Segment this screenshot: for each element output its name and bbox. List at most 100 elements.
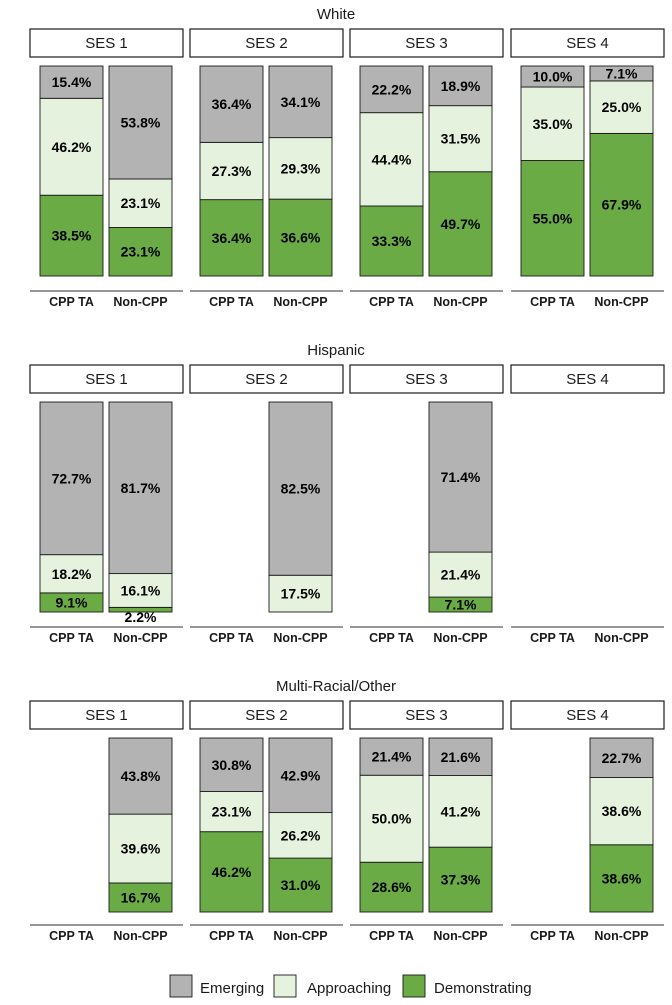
x-tick-label: Non-CPP xyxy=(433,631,487,645)
bar-segment-emerging xyxy=(39,401,104,556)
data-label-approaching: 31.5% xyxy=(441,131,481,147)
bar-segment-emerging xyxy=(268,65,333,139)
bar-segment-approaching xyxy=(108,813,173,884)
facet-strip xyxy=(29,364,184,394)
x-tick-label: CPP TA xyxy=(369,295,414,309)
x-tick-label: CPP TA xyxy=(530,295,575,309)
data-label-approaching: 26.2% xyxy=(281,827,321,843)
data-label-approaching: 16.1% xyxy=(121,582,161,598)
x-tick-label: CPP TA xyxy=(49,295,94,309)
x-tick-label: CPP TA xyxy=(369,929,414,943)
x-tick-label: Non-CPP xyxy=(433,929,487,943)
x-tick-label: Non-CPP xyxy=(433,295,487,309)
x-tick-label: CPP TA xyxy=(369,631,414,645)
legend-key-emerging xyxy=(169,974,193,998)
data-label-emerging: 21.6% xyxy=(441,749,481,765)
data-label-demonstrating: 36.4% xyxy=(212,230,252,246)
data-label-demonstrating: 37.3% xyxy=(441,872,481,888)
bar-segment-demonstrating xyxy=(199,831,264,913)
facet-strip-label: SES 1 xyxy=(85,371,128,388)
legend-label-demonstrating: Demonstrating xyxy=(434,980,532,997)
x-tick-label: CPP TA xyxy=(209,631,254,645)
data-label-approaching: 41.2% xyxy=(441,803,481,819)
facet-strip xyxy=(189,28,344,58)
bar-segment-demonstrating xyxy=(589,844,654,913)
facet-strip-label: SES 3 xyxy=(405,371,448,388)
facet-strip xyxy=(29,28,184,58)
data-label-approaching: 27.3% xyxy=(212,163,252,179)
x-tick-label: Non-CPP xyxy=(113,631,167,645)
data-label-approaching: 38.6% xyxy=(602,803,642,819)
bar-segment-emerging xyxy=(589,65,654,82)
data-label-emerging: 7.1% xyxy=(606,65,638,81)
facet-strip-label: SES 4 xyxy=(566,371,609,388)
legend-label-approaching: Approaching xyxy=(307,980,391,997)
data-label-approaching: 35.0% xyxy=(533,116,573,132)
bar-segment-demonstrating xyxy=(39,194,104,277)
bar-segment-emerging xyxy=(428,65,493,107)
bar-segment-demonstrating xyxy=(199,199,264,277)
data-label-demonstrating: 36.6% xyxy=(281,230,321,246)
x-tick-label: CPP TA xyxy=(209,295,254,309)
facet-strip-label: SES 1 xyxy=(85,707,128,724)
bar-segment-approaching xyxy=(268,812,333,859)
data-label-emerging: 53.8% xyxy=(121,114,161,130)
x-tick-label: Non-CPP xyxy=(273,295,327,309)
x-tick-label: CPP TA xyxy=(530,631,575,645)
facet-strip xyxy=(189,700,344,730)
data-label-emerging: 42.9% xyxy=(281,767,321,783)
data-label-demonstrating: 16.7% xyxy=(121,889,161,905)
data-label-approaching: 50.0% xyxy=(372,811,412,827)
data-label-emerging: 82.5% xyxy=(281,481,321,497)
bar-segment-emerging xyxy=(199,65,264,143)
facet-strip-label: SES 2 xyxy=(245,371,288,388)
bar-segment-emerging xyxy=(359,65,424,114)
section-title-multi-racial-other: Multi-Racial/Other xyxy=(276,678,396,695)
bar-segment-emerging xyxy=(268,401,333,576)
bar-segment-demonstrating xyxy=(268,857,333,913)
data-label-demonstrating: 9.1% xyxy=(56,594,88,610)
bar-segment-emerging xyxy=(428,737,493,776)
section-title-hispanic: Hispanic xyxy=(307,342,365,359)
data-label-demonstrating: 23.1% xyxy=(121,244,161,260)
data-label-demonstrating: 67.9% xyxy=(602,197,642,213)
facet-strip xyxy=(510,700,665,730)
data-label-emerging: 72.7% xyxy=(52,470,92,486)
x-tick-label: CPP TA xyxy=(209,929,254,943)
section-title-white: White xyxy=(317,6,355,23)
bar-segment-approaching xyxy=(359,112,424,207)
data-label-demonstrating: 38.5% xyxy=(52,228,92,244)
bar-segment-approaching xyxy=(268,137,333,200)
facet-strip xyxy=(189,364,344,394)
bar-segment-emerging xyxy=(520,65,585,88)
bar-segment-demonstrating xyxy=(108,227,173,277)
data-label-demonstrating: 7.1% xyxy=(445,597,477,613)
data-label-emerging: 43.8% xyxy=(121,768,161,784)
data-label-approaching: 39.6% xyxy=(121,841,161,857)
data-label-emerging: 81.7% xyxy=(121,480,161,496)
x-tick-label: Non-CPP xyxy=(594,631,648,645)
data-label-approaching: 23.1% xyxy=(121,195,161,211)
facet-strip-label: SES 4 xyxy=(566,35,609,52)
x-tick-label: Non-CPP xyxy=(594,295,648,309)
x-tick-label: CPP TA xyxy=(49,929,94,943)
x-tick-label: CPP TA xyxy=(49,631,94,645)
data-label-demonstrating: 2.2% xyxy=(125,609,157,625)
bar-segment-approaching xyxy=(39,554,104,594)
legend-key-approaching xyxy=(273,974,297,998)
data-label-emerging: 36.4% xyxy=(212,96,252,112)
facet-strip xyxy=(510,364,665,394)
facet-strip xyxy=(349,28,504,58)
facet-strip xyxy=(29,700,184,730)
bar-segment-emerging xyxy=(108,737,173,815)
data-label-demonstrating: 31.0% xyxy=(281,877,321,893)
facet-strip-label: SES 3 xyxy=(405,707,448,724)
bar-segment-emerging xyxy=(199,737,264,792)
facet-strip-label: SES 4 xyxy=(566,707,609,724)
bar-segment-demonstrating xyxy=(428,171,493,277)
bar-segment-approaching xyxy=(108,178,173,228)
facet-strip xyxy=(510,28,665,58)
facet-strip-label: SES 2 xyxy=(245,707,288,724)
bar-segment-demonstrating xyxy=(359,205,424,277)
